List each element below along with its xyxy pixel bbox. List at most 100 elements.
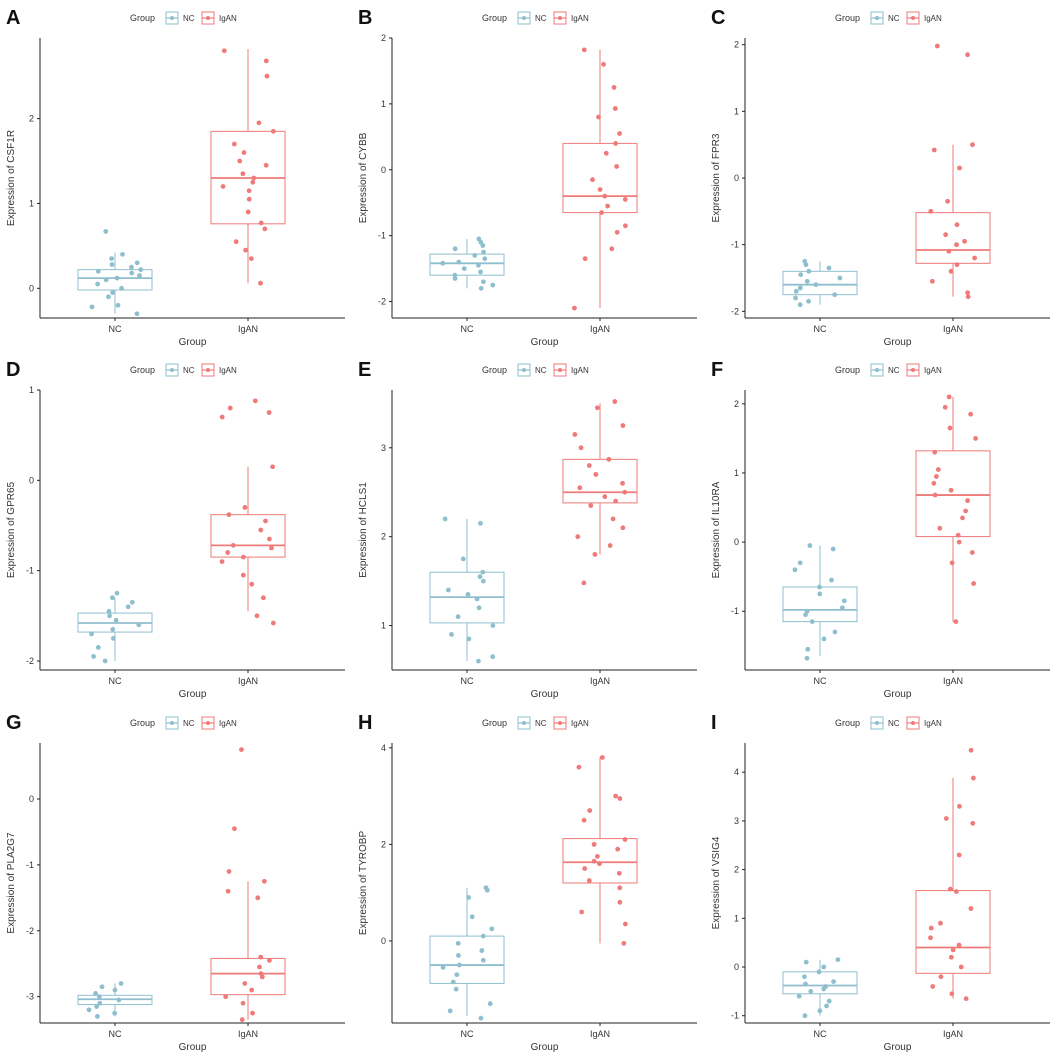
legend-label-nc: NC [535,366,547,375]
box-iqr [77,269,153,291]
legend-item-nc: NC [870,716,900,730]
data-point [474,596,480,602]
data-point [258,954,264,960]
chart-panel-f: F Group NC IgAN -1 0 1 2 NC IgAN Group Expression o… [711,359,1050,700]
box-nc [429,885,505,1021]
x-axis-title: Group [179,337,207,348]
data-point [930,984,936,989]
data-point [89,631,94,637]
legend-item-igan: IgAN [201,716,237,730]
data-point [807,543,813,548]
data-point [134,260,140,266]
y-axis-title: Expression of IL10RA [711,481,722,578]
data-point [261,878,267,884]
legend: Group NC IgAN [482,716,589,730]
data-point [112,987,118,993]
data-point [606,456,612,462]
legend-key-nc-dot [875,16,879,20]
data-point [798,272,804,278]
legend-label-nc: NC [183,366,195,375]
legend-key-nc-dot [522,16,526,20]
box-igan [210,747,286,1023]
data-point [91,654,96,659]
legend-item-nc: NC [165,363,195,377]
data-point [593,472,599,477]
y-tick-label: 1 [734,913,739,923]
data-point [96,994,102,1000]
data-point [805,646,811,652]
data-point [928,935,933,941]
data-point [223,994,229,1000]
box-iqr [429,253,505,276]
legend: Group NC IgAN [482,11,589,25]
data-point [255,895,261,901]
data-point [937,525,943,531]
y-tick-label: -1 [731,606,739,616]
data-point [953,619,959,625]
data-point [476,605,482,611]
data-point [602,494,608,500]
x-tick-label-igan: IgAN [590,324,610,334]
y-tick-label: -1 [731,1011,739,1021]
data-point [490,282,496,288]
data-point [958,964,964,970]
data-point [103,277,109,283]
data-point [960,515,965,521]
box-iqr [210,957,286,996]
data-point [950,947,956,953]
data-point [481,249,486,255]
legend-label-igan: IgAN [924,719,942,728]
x-tick-label-igan: IgAN [238,676,258,686]
data-point [970,775,976,781]
data-point [802,258,808,264]
box-igan [562,755,638,946]
y-tick-label: 1 [381,621,386,631]
legend-label-igan: IgAN [571,719,589,728]
data-point [597,861,602,867]
data-point [816,969,822,975]
data-point [110,626,116,632]
legend-label-igan: IgAN [571,14,589,23]
data-point [263,518,268,524]
x-axis-title: Group [884,689,912,700]
data-point [954,222,960,228]
data-point [949,560,955,566]
data-point [483,885,489,891]
data-point [802,974,807,980]
legend-label-igan: IgAN [924,366,942,375]
data-point [461,266,467,271]
data-point [102,658,108,664]
data-point [110,290,115,295]
data-point [240,1000,246,1006]
data-point [107,613,112,619]
box-iqr [562,142,638,214]
y-tick-label: 1 [734,106,739,116]
data-point [965,294,971,300]
y-tick-label: 0 [734,537,739,547]
legend-key-igan-dot [558,16,562,20]
x-tick-label-igan: IgAN [590,1029,610,1039]
data-point [806,298,811,304]
data-point [803,959,809,965]
data-point [97,1000,103,1006]
data-point [263,162,269,168]
data-point [954,262,960,268]
data-point [478,285,484,291]
data-point [243,247,249,253]
y-tick-label: 4 [734,767,739,777]
box-iqr [210,514,286,558]
legend-key-nc-dot [875,368,879,372]
x-axis-title: Group [884,1042,912,1052]
data-point [971,581,977,586]
box-nc [782,258,858,308]
legend-item-igan: IgAN [553,363,589,377]
legend-label-igan: IgAN [219,366,237,375]
data-point [968,906,974,911]
legend-item-igan: IgAN [201,363,237,377]
chart-panel-e: E Group NC IgAN 1 2 3 NC IgAN Group Expression of … [358,359,697,700]
data-point [616,870,622,876]
data-point [965,52,970,58]
y-tick-label: 2 [381,839,386,849]
data-point [968,747,974,753]
data-point [241,150,247,155]
